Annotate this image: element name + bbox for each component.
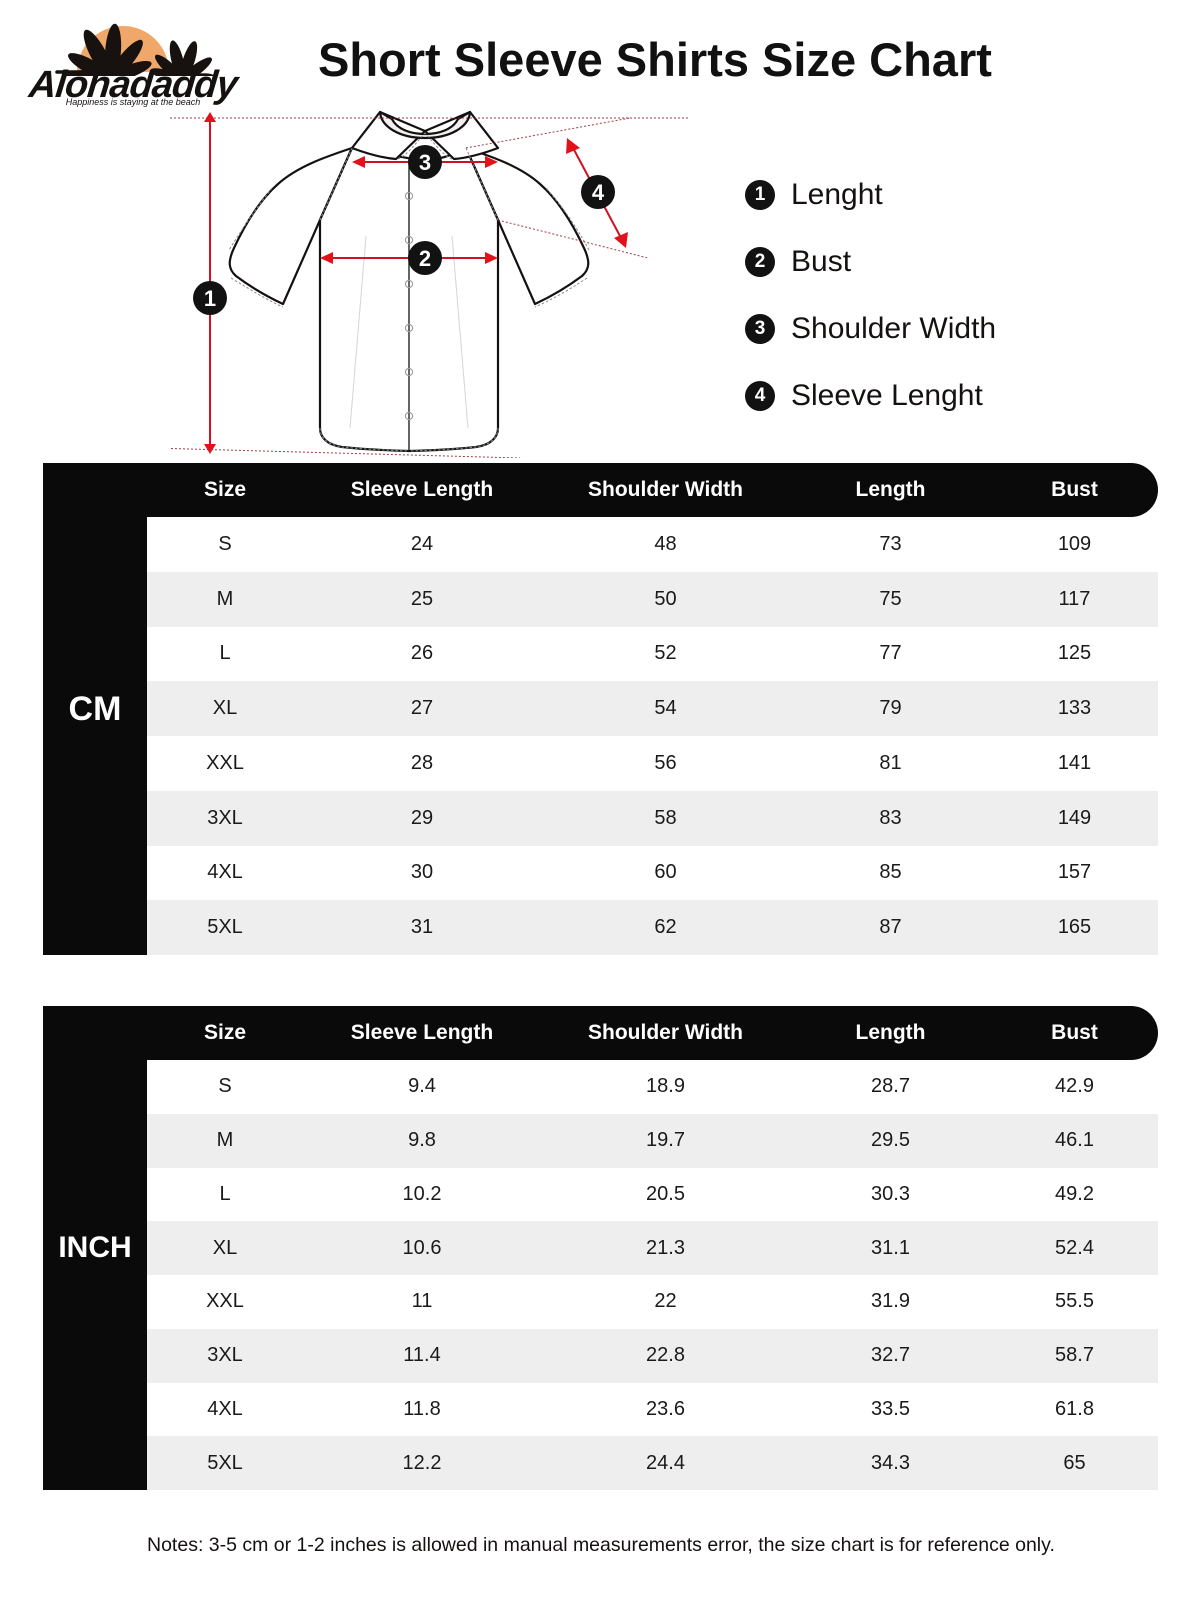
svg-text:4: 4 — [592, 180, 605, 205]
svg-text:2: 2 — [419, 246, 431, 271]
svg-text:1: 1 — [204, 286, 216, 311]
svg-text:3: 3 — [419, 150, 431, 175]
